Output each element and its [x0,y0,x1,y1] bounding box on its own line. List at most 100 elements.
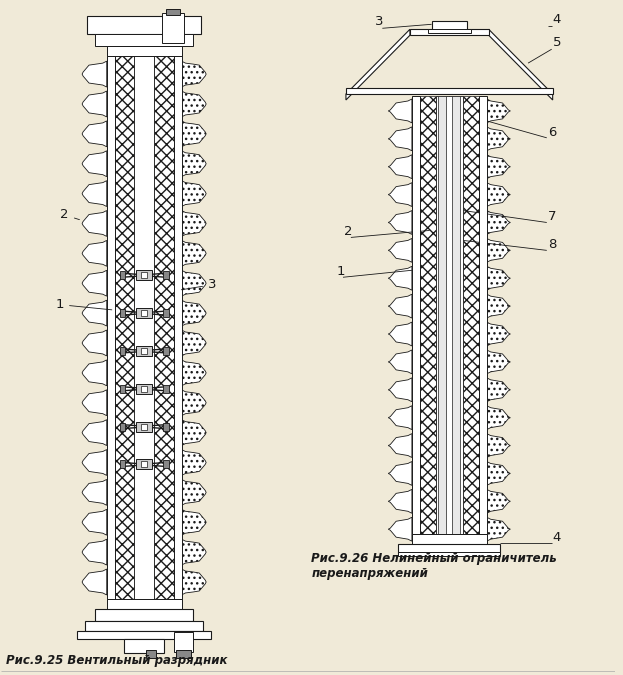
Polygon shape [388,489,412,513]
Polygon shape [388,99,412,123]
Polygon shape [82,539,107,565]
Polygon shape [388,462,412,485]
Polygon shape [388,406,412,429]
Bar [135,56,154,599]
Polygon shape [388,294,412,318]
Polygon shape [82,181,107,207]
Bar [163,309,169,317]
Polygon shape [181,121,206,146]
Bar [136,270,152,280]
Bar [107,599,181,609]
Polygon shape [487,294,510,318]
Polygon shape [82,450,107,475]
Bar [141,462,147,468]
Bar [120,347,125,355]
Polygon shape [82,330,107,356]
Bar [95,34,193,46]
Bar [346,88,553,94]
Bar [115,56,135,599]
Bar [163,423,169,431]
Bar [163,460,169,468]
Polygon shape [487,406,510,429]
Polygon shape [181,91,206,117]
Bar [87,16,201,34]
Polygon shape [82,360,107,386]
Polygon shape [487,350,510,374]
Polygon shape [388,183,412,207]
Polygon shape [487,517,510,541]
Polygon shape [181,270,206,296]
Polygon shape [388,155,412,179]
Bar [435,96,463,534]
Polygon shape [487,267,510,290]
Bar [107,46,181,56]
Polygon shape [181,211,206,236]
Text: 7: 7 [548,211,556,223]
Text: 1: 1 [336,265,345,278]
Polygon shape [181,300,206,326]
Text: 3: 3 [376,16,384,28]
Bar [95,609,193,621]
Polygon shape [181,240,206,267]
Bar [120,385,125,393]
Polygon shape [388,211,412,234]
Polygon shape [181,181,206,207]
Polygon shape [82,211,107,236]
Bar [163,385,169,393]
Bar [162,14,184,43]
Polygon shape [181,539,206,565]
Polygon shape [82,300,107,326]
Bar [463,96,479,534]
Text: 4: 4 [553,531,561,544]
Polygon shape [82,61,107,87]
Polygon shape [388,322,412,346]
Polygon shape [181,360,206,386]
Text: 2: 2 [60,209,80,221]
Bar [107,56,115,599]
Polygon shape [388,378,412,402]
Bar [166,9,179,16]
Polygon shape [487,211,510,234]
Polygon shape [181,450,206,475]
Polygon shape [181,510,206,535]
Bar [174,56,181,599]
Text: 6: 6 [548,126,556,139]
Bar [120,423,125,431]
Polygon shape [388,267,412,290]
Bar [125,639,164,653]
Bar [427,29,471,33]
Bar [176,650,191,657]
Bar [154,56,174,599]
Polygon shape [181,61,206,87]
Bar [141,424,147,429]
Bar [163,271,169,279]
Bar [410,29,488,35]
Polygon shape [487,489,510,513]
Polygon shape [487,462,510,485]
Bar [412,96,420,534]
Text: Рис.9.25 Вентильный разрядник: Рис.9.25 Вентильный разрядник [6,653,228,667]
Bar [120,271,125,279]
Polygon shape [487,127,510,151]
Bar [163,347,169,355]
Bar [420,96,435,534]
Bar [85,621,203,631]
Bar [439,96,446,534]
Bar [432,22,467,31]
Polygon shape [82,270,107,296]
Polygon shape [82,569,107,595]
Polygon shape [388,517,412,541]
Text: 3: 3 [181,278,217,291]
Polygon shape [488,29,553,100]
Bar [398,544,500,554]
Text: 4: 4 [553,14,561,26]
Polygon shape [388,350,412,374]
Polygon shape [388,433,412,458]
Bar [141,386,147,391]
Bar [136,346,152,356]
Polygon shape [181,479,206,506]
Bar [136,384,152,394]
Polygon shape [487,322,510,346]
Polygon shape [82,420,107,446]
Polygon shape [487,99,510,123]
